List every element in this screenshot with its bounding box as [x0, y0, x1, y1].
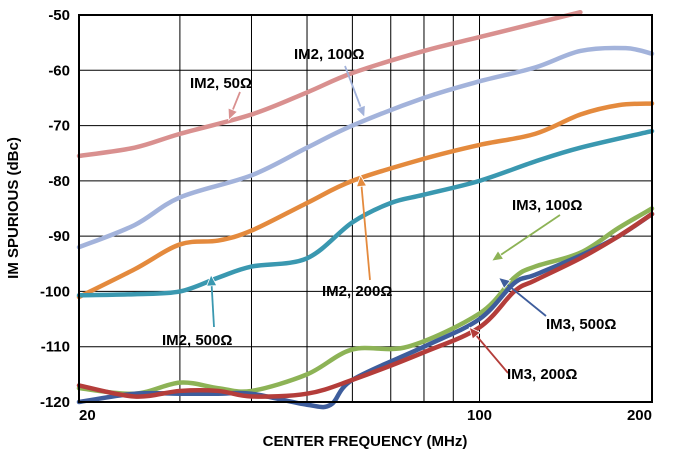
series-callout-label: IM3, 500Ω [546, 316, 616, 333]
x-axis-title: CENTER FREQUENCY (MHz) [263, 433, 468, 450]
series-callout-label: IM2, 500Ω [162, 332, 232, 349]
series-line-1 [76, 45, 655, 250]
series-line-4 [76, 206, 655, 397]
callout-arrow-head [355, 174, 368, 188]
callout-arrow-head [468, 326, 482, 340]
y-tick-label: -90 [48, 228, 70, 245]
callout-arrow-line [506, 283, 547, 317]
callout-arrow-line [210, 285, 215, 328]
callout-arrow-line [344, 65, 362, 108]
series-callout-label: IM3, 100Ω [512, 197, 582, 214]
y-tick-label: -70 [48, 118, 70, 135]
series-callout-label: IM2, 50Ω [190, 75, 252, 92]
x-tick-label: 20 [79, 407, 96, 424]
y-tick-label: -50 [48, 7, 70, 24]
callout-arrow-line [231, 91, 241, 111]
plot-background [79, 15, 652, 402]
series-callouts: IM2, 50Ω IM2, 100Ω IM2, 200Ω IM2, 500Ω IM3, … [162, 46, 616, 383]
callout-arrow-head [490, 249, 505, 262]
callout-arrow-head [206, 273, 218, 287]
y-tick-label: -80 [48, 173, 70, 190]
callout-arrow-line [360, 186, 371, 281]
series-callout-label: IM2, 200Ω [322, 283, 392, 300]
y-tick-label: -110 [41, 339, 70, 356]
y-tick-label: -120 [40, 394, 70, 411]
series-line-6 [76, 211, 655, 399]
series-callout-label: IM2, 100Ω [294, 46, 364, 63]
plot-frame [78, 14, 653, 403]
callout-arrow-head [355, 104, 366, 119]
series-line-0 [76, 9, 583, 159]
callout-arrow-head [227, 107, 239, 121]
tick-labels: -50 -60 -70 -80 -90 -100 -110 -120 20 100 200 [40, 7, 652, 424]
series-lines [76, 9, 655, 410]
y-tick-label: -60 [48, 62, 70, 79]
series-line-2 [76, 101, 655, 300]
y-tick-label: -100 [40, 283, 70, 300]
series-callout-label: IM3, 200Ω [507, 366, 577, 383]
callout-arrow-line [500, 214, 561, 256]
series-line-3 [76, 128, 655, 298]
x-tick-label: 200 [627, 407, 652, 424]
callout-arrow-head [497, 276, 512, 290]
y-axis-title: IM SPURIOUS (dBc) [5, 137, 22, 279]
x-tick-label: 100 [467, 407, 492, 424]
callout-arrow-line [475, 335, 509, 374]
